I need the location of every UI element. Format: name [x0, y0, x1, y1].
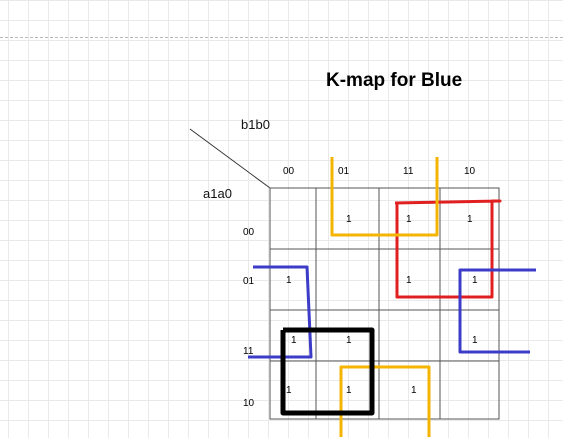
- kmap-grid: [269, 187, 500, 420]
- blue-group-right-bracket: [458, 268, 536, 354]
- cell-r00-c10: 1: [467, 214, 473, 225]
- kmap-title: K-map for Blue: [326, 70, 463, 91]
- row-variable-label: a1a0: [203, 186, 232, 201]
- cell-r10-c01: 1: [346, 385, 352, 396]
- kmap-corner-diagonal: [189, 128, 271, 189]
- cell-r10-c11: 1: [411, 385, 417, 396]
- cell-r00-c01: 1: [346, 214, 352, 225]
- cell-r11-c01: 1: [346, 335, 352, 346]
- red-group-outline: [394, 199, 502, 299]
- yellow-group-top-bracket: [330, 157, 439, 237]
- black-group-outline: [280, 327, 375, 416]
- row-header-01: 01: [243, 276, 255, 287]
- cell-r01-c00: 1: [286, 275, 292, 286]
- column-header-11: 11: [403, 166, 414, 177]
- column-variable-label: b1b0: [241, 117, 270, 132]
- page-divider: [0, 37, 563, 38]
- row-header-00: 00: [243, 227, 255, 238]
- column-header-00: 00: [283, 166, 295, 177]
- cell-r10-c00: 1: [286, 385, 292, 396]
- cell-r01-c10: 1: [472, 275, 478, 286]
- row-header-11: 11: [243, 346, 254, 357]
- column-header-10: 10: [464, 166, 476, 177]
- blue-group-left-bracket: [248, 265, 313, 359]
- cell-r01-c11: 1: [406, 275, 412, 286]
- yellow-group-bottom-bracket: [339, 365, 431, 437]
- row-header-10: 10: [243, 398, 255, 409]
- cell-r00-c11: 1: [406, 214, 412, 225]
- kmap-grid-border: [269, 187, 500, 420]
- column-header-01: 01: [338, 166, 350, 177]
- cell-r11-c00: 1: [291, 335, 297, 346]
- cell-r11-c10: 1: [472, 335, 478, 346]
